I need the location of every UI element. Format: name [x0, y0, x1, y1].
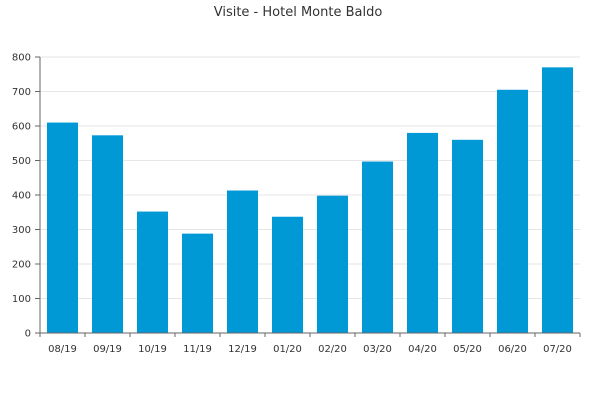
y-tick-label: 300 [12, 225, 31, 236]
x-tick-label: 11/19 [183, 344, 212, 355]
bar-10-19 [136, 211, 169, 333]
bar-05-20 [451, 139, 484, 333]
x-tick-label: 04/20 [408, 344, 437, 355]
bar-09-19 [91, 135, 124, 333]
chart-title: Visite - Hotel Monte Baldo [214, 5, 383, 20]
y-tick-label: 800 [12, 53, 31, 64]
x-tick-label: 08/19 [48, 344, 77, 355]
bar-01-20 [271, 216, 304, 333]
x-tick-label: 03/20 [363, 344, 392, 355]
y-axis-ticks: 0 100 200 300 400 500 600 700 800 [12, 53, 40, 340]
y-tick-label: 400 [12, 191, 31, 202]
bars [46, 67, 574, 334]
x-tick-label: 02/20 [318, 344, 347, 355]
x-tick-label: 05/20 [453, 344, 482, 355]
bar-11-19 [181, 233, 214, 333]
y-tick-label: 0 [25, 329, 31, 340]
y-tick-label: 100 [12, 294, 31, 305]
x-tick-label: 07/20 [543, 344, 572, 355]
y-tick-label: 200 [12, 260, 31, 271]
bar-02-20 [316, 195, 349, 333]
bar-08-19 [46, 122, 79, 333]
x-tick-label: 10/19 [138, 344, 167, 355]
gridlines [40, 56, 580, 299]
x-tick-label: 09/19 [93, 344, 122, 355]
bar-03-20 [361, 161, 394, 333]
x-axis-ticks: 08/19 09/19 10/19 11/19 12/19 01/20 02/20 03/20… [39, 333, 581, 355]
bar-04-20 [406, 132, 439, 333]
y-tick-label: 600 [12, 122, 31, 133]
bar-12-19 [226, 190, 259, 333]
bar-07-20 [541, 67, 574, 333]
x-tick-label: 06/20 [498, 344, 527, 355]
bar-06-20 [496, 89, 529, 334]
x-tick-label: 01/20 [273, 344, 302, 355]
y-tick-label: 500 [12, 156, 31, 167]
y-tick-label: 700 [12, 87, 31, 98]
x-tick-label: 12/19 [228, 344, 257, 355]
